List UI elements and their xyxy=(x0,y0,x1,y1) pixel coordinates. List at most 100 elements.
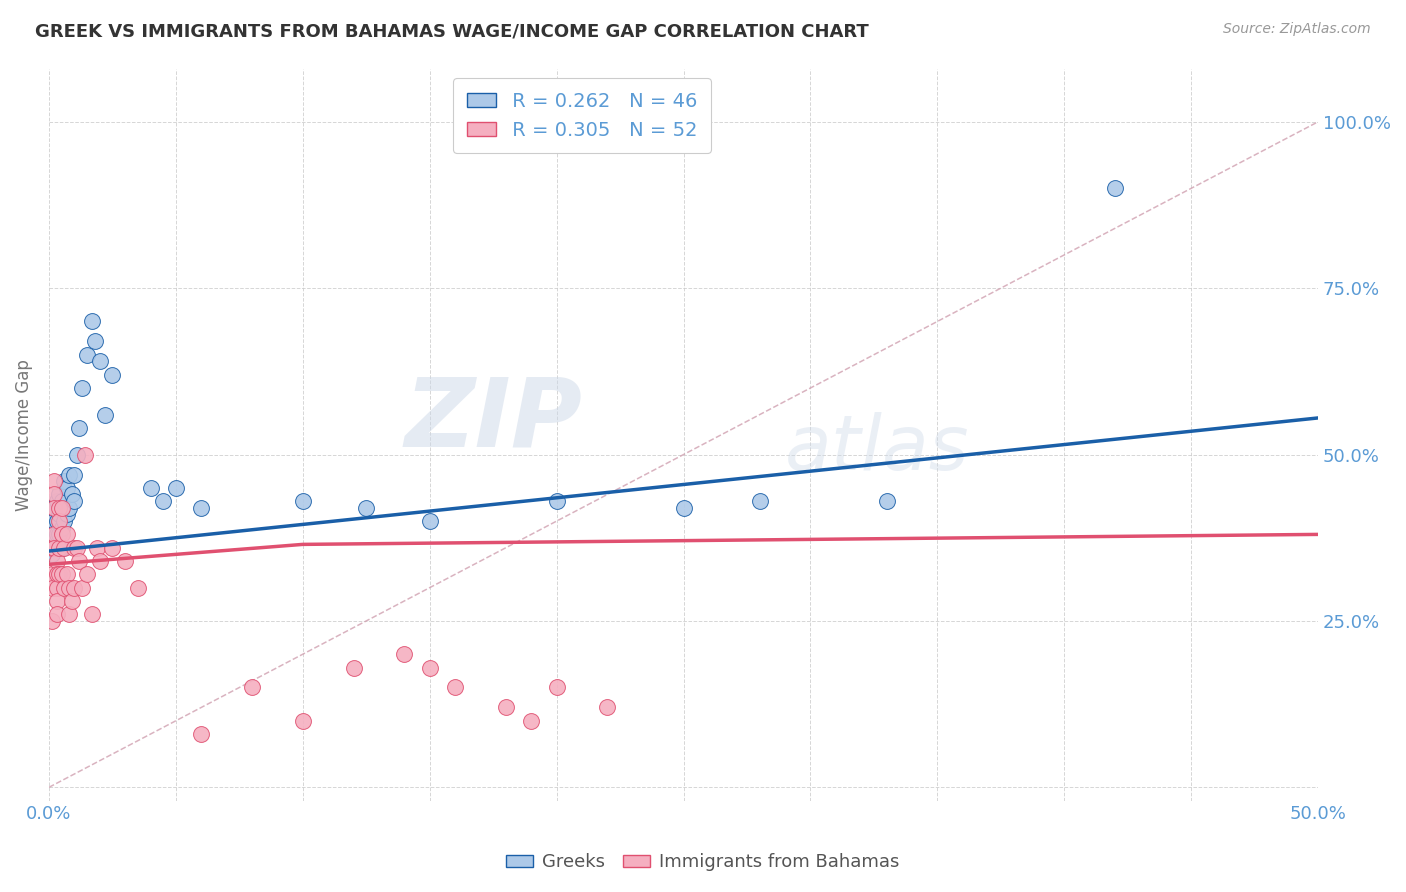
Point xyxy=(53,474,76,488)
Point xyxy=(94,408,117,422)
Point xyxy=(55,481,77,495)
Point xyxy=(291,714,314,728)
Point xyxy=(58,467,80,482)
Point xyxy=(58,607,80,622)
Text: Source: ZipAtlas.com: Source: ZipAtlas.com xyxy=(1223,22,1371,37)
Point xyxy=(41,614,63,628)
Point xyxy=(42,541,65,555)
Point xyxy=(86,541,108,555)
Point xyxy=(1104,181,1126,195)
Text: GREEK VS IMMIGRANTS FROM BAHAMAS WAGE/INCOME GAP CORRELATION CHART: GREEK VS IMMIGRANTS FROM BAHAMAS WAGE/IN… xyxy=(35,22,869,40)
Point xyxy=(45,494,67,508)
Point xyxy=(394,647,416,661)
Point xyxy=(45,554,67,568)
Point xyxy=(51,541,73,555)
Point xyxy=(89,354,111,368)
Point xyxy=(165,481,187,495)
Point xyxy=(53,541,76,555)
Point xyxy=(60,594,83,608)
Text: ZIP: ZIP xyxy=(404,374,582,467)
Point xyxy=(82,607,104,622)
Point xyxy=(55,567,77,582)
Y-axis label: Wage/Income Gap: Wage/Income Gap xyxy=(15,359,32,510)
Point xyxy=(139,481,162,495)
Point xyxy=(82,314,104,328)
Point xyxy=(42,514,65,528)
Point xyxy=(58,581,80,595)
Point xyxy=(45,594,67,608)
Point xyxy=(67,554,90,568)
Point xyxy=(127,581,149,595)
Point xyxy=(42,500,65,515)
Point xyxy=(48,500,70,515)
Point xyxy=(76,348,98,362)
Point xyxy=(546,681,568,695)
Point xyxy=(45,567,67,582)
Point xyxy=(546,494,568,508)
Point xyxy=(41,527,63,541)
Point xyxy=(66,448,89,462)
Point xyxy=(63,467,86,482)
Point xyxy=(51,567,73,582)
Point xyxy=(63,541,86,555)
Point xyxy=(48,508,70,522)
Point xyxy=(51,500,73,515)
Point xyxy=(748,494,770,508)
Point xyxy=(101,368,124,382)
Point xyxy=(60,487,83,501)
Point xyxy=(495,700,517,714)
Point xyxy=(45,581,67,595)
Point xyxy=(41,547,63,561)
Point xyxy=(41,567,63,582)
Point xyxy=(48,514,70,528)
Point xyxy=(66,541,89,555)
Point xyxy=(55,527,77,541)
Point xyxy=(42,541,65,555)
Point xyxy=(45,541,67,555)
Point xyxy=(89,554,111,568)
Point xyxy=(45,527,67,541)
Point xyxy=(672,500,695,515)
Point xyxy=(356,500,378,515)
Point xyxy=(42,500,65,515)
Point xyxy=(63,494,86,508)
Point xyxy=(41,541,63,555)
Point xyxy=(83,334,105,349)
Point xyxy=(45,607,67,622)
Point xyxy=(45,514,67,528)
Point xyxy=(63,581,86,595)
Point xyxy=(51,521,73,535)
Text: atlas: atlas xyxy=(785,412,970,486)
Point xyxy=(419,660,441,674)
Point xyxy=(51,527,73,541)
Point xyxy=(53,514,76,528)
Point xyxy=(70,381,93,395)
Point xyxy=(55,508,77,522)
Point xyxy=(53,581,76,595)
Point xyxy=(190,500,212,515)
Point xyxy=(240,681,263,695)
Point xyxy=(67,421,90,435)
Point xyxy=(41,581,63,595)
Point xyxy=(48,541,70,555)
Point xyxy=(58,500,80,515)
Point xyxy=(51,494,73,508)
Point xyxy=(42,527,65,541)
Point xyxy=(42,487,65,501)
Point xyxy=(48,527,70,541)
Point xyxy=(520,714,543,728)
Point xyxy=(101,541,124,555)
Point xyxy=(190,727,212,741)
Point xyxy=(444,681,467,695)
Point xyxy=(48,567,70,582)
Point xyxy=(152,494,174,508)
Point xyxy=(291,494,314,508)
Point xyxy=(876,494,898,508)
Legend: Greeks, Immigrants from Bahamas: Greeks, Immigrants from Bahamas xyxy=(499,847,907,879)
Point xyxy=(419,514,441,528)
Point xyxy=(76,567,98,582)
Point xyxy=(596,700,619,714)
Point xyxy=(114,554,136,568)
Point xyxy=(42,474,65,488)
Point xyxy=(73,448,96,462)
